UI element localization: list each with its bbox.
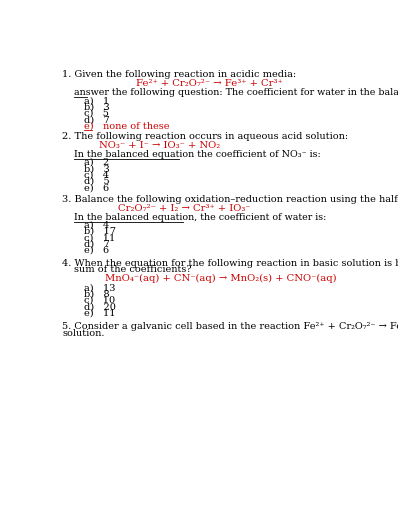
Text: e)   6: e) 6 — [84, 246, 109, 255]
Text: sum of the coefficients?: sum of the coefficients? — [74, 265, 192, 274]
Text: MnO₄⁻(aq) + CN⁻(aq) → MnO₂(s) + CNO⁻(aq): MnO₄⁻(aq) + CN⁻(aq) → MnO₂(s) + CNO⁻(aq) — [105, 274, 337, 283]
Text: In the balanced equation, the coefficient of water is:: In the balanced equation, the coefficien… — [74, 213, 327, 222]
Text: solution.: solution. — [62, 329, 105, 338]
Text: a)   1: a) 1 — [84, 96, 109, 105]
Text: c)   11: c) 11 — [84, 233, 115, 242]
Text: e)   11: e) 11 — [84, 309, 115, 317]
Text: 1. Given the following reaction in acidic media:: 1. Given the following reaction in acidi… — [62, 70, 296, 79]
Text: d)   20: d) 20 — [84, 302, 115, 311]
Text: In the balanced equation the coefficient of NO₃⁻ is:: In the balanced equation the coefficient… — [74, 150, 321, 159]
Text: b)   8: b) 8 — [84, 290, 109, 298]
Text: Cr₂O₇²⁻ + I₂ → Cr³⁺ + IO₃⁻: Cr₂O₇²⁻ + I₂ → Cr³⁺ + IO₃⁻ — [118, 204, 250, 213]
Text: b)   17: b) 17 — [84, 227, 116, 236]
Text: NO₃⁻ + I⁻ → IO₃⁻ + NO₂: NO₃⁻ + I⁻ → IO₃⁻ + NO₂ — [99, 141, 220, 150]
Text: d)   7: d) 7 — [84, 115, 109, 124]
Text: 2. The following reaction occurs in aqueous acid solution:: 2. The following reaction occurs in aque… — [62, 133, 348, 141]
Text: b)   3: b) 3 — [84, 164, 109, 174]
Text: a)   13: a) 13 — [84, 284, 115, 292]
Text: c)   10: c) 10 — [84, 296, 115, 305]
Text: Fe²⁺ + Cr₂O₇²⁻ → Fe³⁺ + Cr³⁺: Fe²⁺ + Cr₂O₇²⁻ → Fe³⁺ + Cr³⁺ — [136, 79, 283, 88]
Text: c)   4: c) 4 — [84, 170, 109, 180]
Text: d)   7: d) 7 — [84, 240, 109, 249]
Text: 4. When the equation for the following reaction in basic solution is balanced, w: 4. When the equation for the following r… — [62, 259, 398, 268]
Text: e)   6: e) 6 — [84, 183, 109, 193]
Text: a)   2: a) 2 — [84, 158, 109, 167]
Text: 3. Balance the following oxidation–reduction reaction using the half-reaction me: 3. Balance the following oxidation–reduc… — [62, 195, 398, 204]
Text: c)   5: c) 5 — [84, 109, 109, 118]
Text: d)   5: d) 5 — [84, 177, 109, 186]
Text: b)   3: b) 3 — [84, 102, 109, 112]
Text: e)   none of these: e) none of these — [84, 121, 169, 131]
Text: answer the following question: The coefficient for water in the balanced reactio: answer the following question: The coeff… — [74, 88, 398, 97]
Text: 5. Consider a galvanic cell based in the reaction Fe²⁺ + Cr₂O₇²⁻ → Fe³⁺ + Cr³⁺ i: 5. Consider a galvanic cell based in the… — [62, 322, 398, 331]
Text: a)   4: a) 4 — [84, 221, 109, 230]
